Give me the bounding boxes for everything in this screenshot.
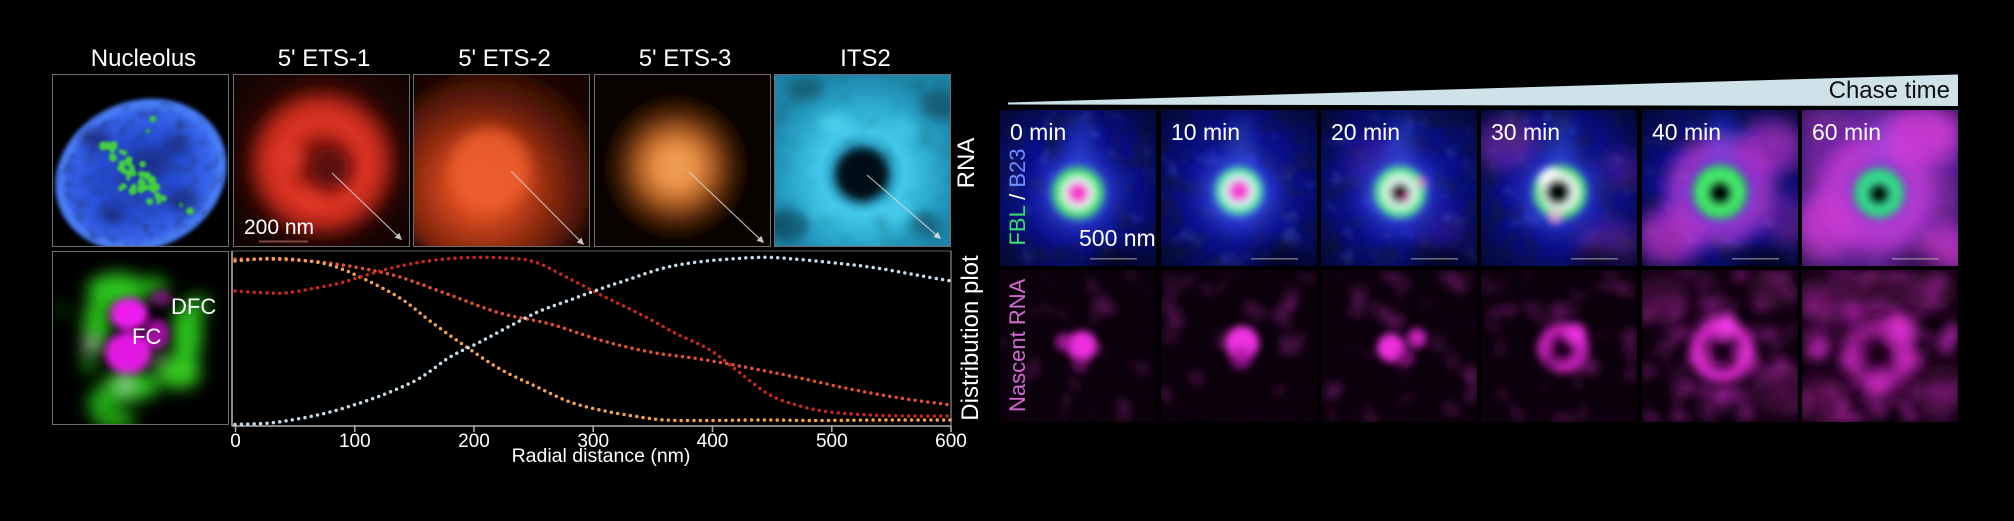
svg-text:200 nm: 200 nm xyxy=(244,216,314,239)
svg-text:300: 300 xyxy=(577,431,609,452)
svg-text:20 min: 20 min xyxy=(1331,119,1400,145)
svg-text:600: 600 xyxy=(935,431,967,452)
svg-text:500 nm: 500 nm xyxy=(1079,225,1156,251)
svg-text:500: 500 xyxy=(816,431,848,452)
svg-text:FC: FC xyxy=(132,324,161,349)
svg-text:10 min: 10 min xyxy=(1171,119,1240,145)
svg-text:400: 400 xyxy=(697,431,729,452)
svg-text:0 min: 0 min xyxy=(1010,119,1066,145)
svg-text:0: 0 xyxy=(230,431,241,452)
svg-text:60 min: 60 min xyxy=(1812,119,1881,145)
svg-text:Radial distance (nm): Radial distance (nm) xyxy=(512,445,691,467)
svg-text:30 min: 30 min xyxy=(1491,119,1560,145)
svg-text:Chase time: Chase time xyxy=(1829,77,1950,104)
svg-text:DFC: DFC xyxy=(171,294,216,319)
svg-text:40 min: 40 min xyxy=(1652,119,1721,145)
svg-text:100: 100 xyxy=(339,431,371,452)
svg-text:200: 200 xyxy=(458,431,490,452)
